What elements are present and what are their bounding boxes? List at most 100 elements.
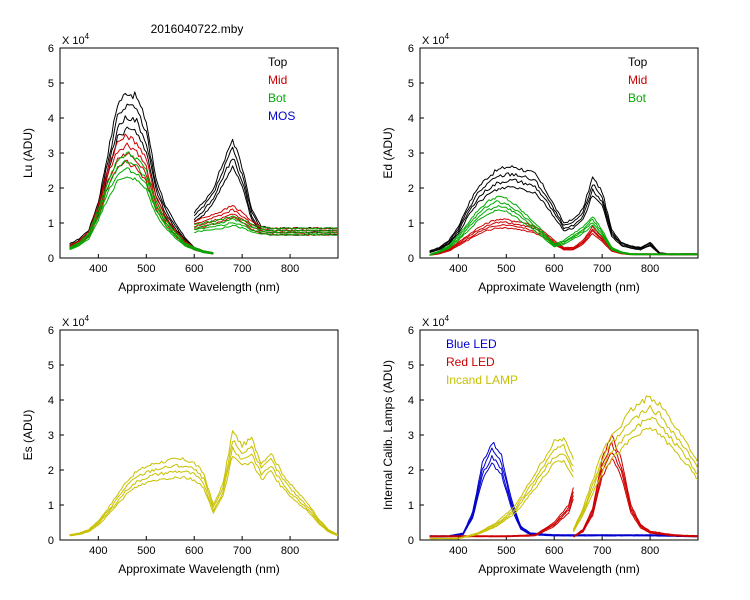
y-tick-label: 1 bbox=[48, 500, 54, 512]
legend-mos: MOS bbox=[268, 109, 295, 123]
y-axis-label: Ed (ADU) bbox=[381, 127, 395, 178]
x-tick-label: 800 bbox=[641, 545, 659, 557]
x-tick-label: 700 bbox=[233, 263, 251, 275]
x-tick-label: 700 bbox=[593, 263, 611, 275]
x-tick-label: 600 bbox=[545, 263, 563, 275]
y-tick-label: 2 bbox=[48, 465, 54, 477]
series-line-blue-led bbox=[429, 462, 698, 538]
series-line-mid bbox=[69, 152, 214, 254]
y-tick-label: 6 bbox=[48, 43, 54, 55]
y-axis-label: Es (ADU) bbox=[21, 410, 35, 461]
series-line-top bbox=[429, 172, 698, 255]
y-axis-label: Internal Calib. Lamps (ADU) bbox=[381, 360, 395, 510]
series-line-red-led bbox=[429, 491, 574, 537]
panel-lu: 0 1 2 3 4 5 6 400 500 600 700 800 X 104 Approximate W… bbox=[21, 32, 339, 294]
y-tick-label: 0 bbox=[48, 535, 54, 547]
legend-bot: Bot bbox=[628, 91, 647, 105]
y-multiplier-exponent: 4 bbox=[445, 314, 450, 323]
x-axis-label: Approximate Wavelength (nm) bbox=[478, 280, 640, 294]
series-line-incand-lamp bbox=[429, 459, 574, 540]
y-tick-label: 4 bbox=[408, 113, 414, 125]
legend-blue-led: Blue LED bbox=[446, 337, 497, 351]
panel-ed: 0 1 2 3 4 5 6 400 500 600 700 800 X 104 Approximate W… bbox=[381, 32, 699, 294]
y-multiplier: X 104 bbox=[422, 314, 450, 329]
x-axis-label: Approximate Wavelength (nm) bbox=[478, 562, 640, 576]
series-line-top bbox=[193, 165, 338, 236]
plot-frame bbox=[419, 47, 699, 259]
series-line-bot bbox=[69, 167, 214, 254]
x-tick-label: 700 bbox=[593, 545, 611, 557]
y-tick-label: 5 bbox=[48, 360, 54, 372]
x-tick-label: 700 bbox=[233, 545, 251, 557]
series-line-incand-lamp bbox=[572, 427, 698, 533]
legend-top: Top bbox=[628, 55, 648, 69]
y-tick-label: 0 bbox=[48, 253, 54, 265]
y-tick-label: 3 bbox=[48, 430, 54, 442]
y-tick-label: 0 bbox=[408, 535, 414, 547]
x-tick-label: 400 bbox=[89, 545, 107, 557]
legend-top: Top bbox=[268, 55, 288, 69]
series-line-es bbox=[69, 456, 338, 537]
y-tick-label: 5 bbox=[408, 78, 414, 90]
y-tick-label: 5 bbox=[408, 360, 414, 372]
y-tick-label: 6 bbox=[408, 325, 414, 337]
x-tick-label: 800 bbox=[281, 545, 299, 557]
series-group bbox=[429, 165, 698, 256]
y-tick-label: 6 bbox=[48, 325, 54, 337]
series-group bbox=[69, 430, 338, 537]
series-line-red-led bbox=[573, 458, 698, 538]
y-multiplier: X 104 bbox=[62, 314, 90, 329]
series-line-mid bbox=[69, 142, 214, 254]
y-tick-label: 1 bbox=[48, 218, 54, 230]
series-line-bot bbox=[69, 151, 214, 254]
y-tick-label: 2 bbox=[408, 183, 414, 195]
series-line-bot bbox=[194, 222, 338, 234]
series-group bbox=[429, 395, 698, 540]
y-multiplier: X 104 bbox=[422, 32, 450, 47]
series-line-bot bbox=[194, 224, 338, 236]
y-tick-label: 3 bbox=[408, 148, 414, 160]
legend-bot: Bot bbox=[268, 91, 287, 105]
series-line-bot bbox=[69, 159, 214, 254]
series-line-mid bbox=[193, 205, 338, 230]
y-tick-label: 2 bbox=[48, 183, 54, 195]
series-line-incand-lamp bbox=[572, 395, 698, 530]
y-tick-label: 2 bbox=[408, 465, 414, 477]
series-line-top bbox=[429, 165, 698, 255]
x-tick-label: 400 bbox=[449, 545, 467, 557]
plot-frame bbox=[59, 329, 339, 541]
x-axis-label: Approximate Wavelength (nm) bbox=[118, 280, 280, 294]
series-line-top bbox=[429, 178, 698, 255]
series-line-mid bbox=[69, 133, 214, 254]
y-tick-label: 6 bbox=[408, 43, 414, 55]
x-tick-label: 500 bbox=[137, 545, 155, 557]
series-line-red-led bbox=[429, 498, 574, 538]
y-tick-label: 1 bbox=[408, 500, 414, 512]
series-line-bot bbox=[194, 215, 338, 230]
series-line-incand-lamp bbox=[572, 416, 698, 532]
y-tick-label: 4 bbox=[48, 113, 54, 125]
y-multiplier-exponent: 4 bbox=[445, 32, 450, 41]
x-tick-label: 800 bbox=[281, 263, 299, 275]
series-line-red-led bbox=[429, 495, 574, 538]
legend-red-led: Red LED bbox=[446, 355, 495, 369]
x-tick-label: 400 bbox=[449, 263, 467, 275]
series-line-red-led bbox=[429, 487, 574, 537]
series-line-top bbox=[193, 138, 338, 230]
legend-mid: Mid bbox=[628, 73, 647, 87]
y-tick-label: 3 bbox=[408, 430, 414, 442]
y-multiplier: X 104 bbox=[62, 32, 90, 47]
y-tick-label: 0 bbox=[408, 253, 414, 265]
x-tick-label: 400 bbox=[89, 263, 107, 275]
y-tick-label: 1 bbox=[408, 218, 414, 230]
series-line-bot bbox=[429, 209, 698, 256]
series-line-top bbox=[193, 146, 338, 232]
panel-calibration-lamps: 0 1 2 3 4 5 6 400 500 600 700 800 X 104 Approximate W… bbox=[381, 314, 699, 576]
x-tick-label: 500 bbox=[497, 545, 515, 557]
x-tick-label: 600 bbox=[545, 545, 563, 557]
series-line-bot bbox=[69, 176, 214, 255]
x-tick-label: 800 bbox=[641, 263, 659, 275]
x-tick-label: 600 bbox=[185, 545, 203, 557]
y-multiplier-exponent: 4 bbox=[85, 314, 90, 323]
